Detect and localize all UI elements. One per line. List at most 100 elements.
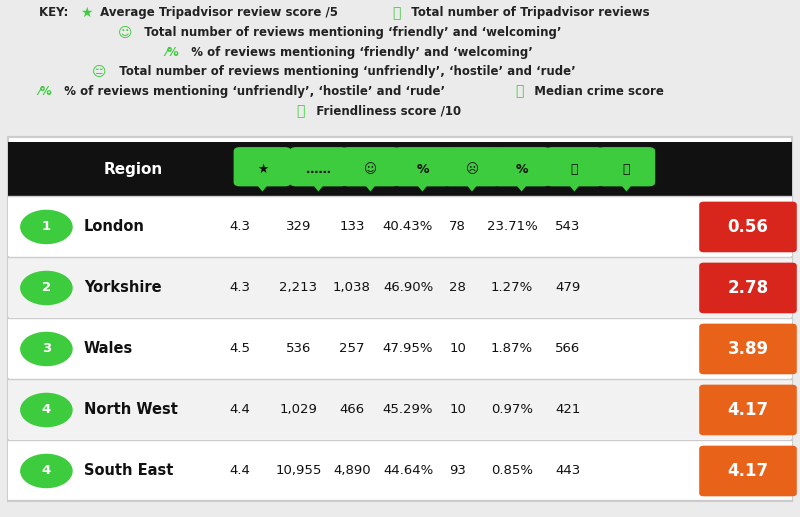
Text: 1,029: 1,029 (279, 403, 318, 417)
Text: 2,213: 2,213 (279, 281, 318, 295)
Text: 4.17: 4.17 (727, 401, 769, 419)
Text: 1,038: 1,038 (333, 281, 371, 295)
Text: 257: 257 (339, 342, 365, 356)
Text: 4: 4 (42, 403, 51, 417)
Text: 0.97%: 0.97% (491, 403, 533, 417)
Text: 4,890: 4,890 (333, 464, 371, 478)
Text: ⁄%: ⁄% (38, 85, 52, 98)
Text: 4.3: 4.3 (230, 220, 250, 234)
Text: ★: ★ (257, 163, 268, 176)
Circle shape (21, 393, 72, 427)
Text: Wales: Wales (84, 341, 134, 357)
Text: London: London (84, 219, 145, 235)
Text: 93: 93 (449, 464, 466, 478)
Text: 2.78: 2.78 (727, 279, 769, 297)
Text: 23.71%: 23.71% (486, 220, 538, 234)
FancyBboxPatch shape (699, 263, 797, 313)
Text: 😔: 😔 (92, 65, 106, 79)
FancyBboxPatch shape (8, 257, 792, 317)
FancyBboxPatch shape (8, 196, 792, 256)
Text: ⁄%: ⁄% (166, 45, 179, 59)
FancyBboxPatch shape (290, 147, 347, 187)
Text: Average Tripadvisor review score /5: Average Tripadvisor review score /5 (96, 6, 354, 20)
Text: 421: 421 (555, 403, 581, 417)
Text: 133: 133 (339, 220, 365, 234)
FancyBboxPatch shape (699, 202, 797, 252)
Text: 1: 1 (42, 220, 51, 234)
Text: Region: Region (104, 162, 163, 177)
Polygon shape (462, 180, 482, 192)
Text: 536: 536 (286, 342, 311, 356)
Text: ⎙: ⎙ (392, 6, 400, 20)
Text: 28: 28 (449, 281, 466, 295)
Text: 443: 443 (555, 464, 581, 478)
Text: Total number of reviews mentioning ‘unfriendly’, ‘hostile’ and ‘rude’: Total number of reviews mentioning ‘unfr… (111, 65, 576, 79)
Text: 10: 10 (449, 403, 466, 417)
FancyBboxPatch shape (8, 318, 792, 378)
Circle shape (21, 332, 72, 366)
Text: % of reviews mentioning ‘friendly’ and ‘welcoming’: % of reviews mentioning ‘friendly’ and ‘… (183, 45, 533, 59)
Text: 44.64%: 44.64% (383, 464, 433, 478)
Text: 566: 566 (555, 342, 581, 356)
Text: 👍: 👍 (622, 163, 630, 176)
Text: 0.85%: 0.85% (491, 464, 533, 478)
Text: 4: 4 (42, 464, 51, 478)
Text: 1.87%: 1.87% (491, 342, 533, 356)
Text: %: % (515, 163, 528, 176)
Text: North West: North West (84, 402, 178, 418)
Text: 10: 10 (449, 342, 466, 356)
Text: 4.17: 4.17 (727, 462, 769, 480)
Text: 3.89: 3.89 (727, 340, 769, 358)
FancyBboxPatch shape (699, 385, 797, 435)
Text: 3: 3 (42, 342, 51, 356)
Text: 329: 329 (286, 220, 311, 234)
Text: 2: 2 (42, 281, 51, 295)
FancyBboxPatch shape (699, 324, 797, 374)
Text: Total number of Tripadvisor reviews: Total number of Tripadvisor reviews (402, 6, 650, 20)
Text: KEY:: KEY: (38, 6, 76, 20)
Text: Friendliness score /10: Friendliness score /10 (307, 104, 461, 118)
Circle shape (21, 210, 72, 244)
FancyBboxPatch shape (342, 147, 399, 187)
Polygon shape (512, 180, 531, 192)
FancyBboxPatch shape (546, 147, 603, 187)
FancyBboxPatch shape (443, 147, 501, 187)
Circle shape (21, 454, 72, 488)
FancyBboxPatch shape (394, 147, 451, 187)
Text: ……: …… (306, 163, 331, 176)
FancyBboxPatch shape (8, 137, 792, 501)
Text: % of reviews mentioning ‘unfriendly’, ‘hostile’ and ‘rude’: % of reviews mentioning ‘unfriendly’, ‘h… (56, 85, 458, 98)
FancyBboxPatch shape (699, 446, 797, 496)
Text: 1.27%: 1.27% (491, 281, 533, 295)
Polygon shape (253, 180, 272, 192)
Polygon shape (413, 180, 432, 192)
Polygon shape (565, 180, 584, 192)
Text: 0.56: 0.56 (727, 218, 769, 236)
Text: %: % (416, 163, 429, 176)
Text: Yorkshire: Yorkshire (84, 280, 162, 296)
FancyBboxPatch shape (8, 440, 792, 500)
Circle shape (21, 271, 72, 305)
Text: 4.3: 4.3 (230, 281, 250, 295)
Text: Median crime score: Median crime score (526, 85, 664, 98)
Polygon shape (361, 180, 380, 192)
Text: South East: South East (84, 463, 174, 479)
Text: 78: 78 (449, 220, 466, 234)
Polygon shape (617, 180, 636, 192)
Text: ★: ★ (80, 6, 93, 20)
Text: 40.43%: 40.43% (383, 220, 433, 234)
Text: 🕶: 🕶 (570, 163, 578, 176)
Text: 479: 479 (555, 281, 581, 295)
Text: 4.4: 4.4 (230, 403, 250, 417)
Text: 4.5: 4.5 (230, 342, 250, 356)
FancyBboxPatch shape (493, 147, 550, 187)
Text: 4.4: 4.4 (230, 464, 250, 478)
Text: 466: 466 (339, 403, 365, 417)
FancyBboxPatch shape (8, 142, 792, 196)
Text: 46.90%: 46.90% (383, 281, 433, 295)
FancyBboxPatch shape (598, 147, 655, 187)
Text: ☺: ☺ (118, 25, 132, 40)
Text: Total number of reviews mentioning ‘friendly’ and ‘welcoming’: Total number of reviews mentioning ‘frie… (136, 26, 562, 39)
Text: ☺: ☺ (364, 163, 377, 176)
Text: 47.95%: 47.95% (382, 342, 434, 356)
